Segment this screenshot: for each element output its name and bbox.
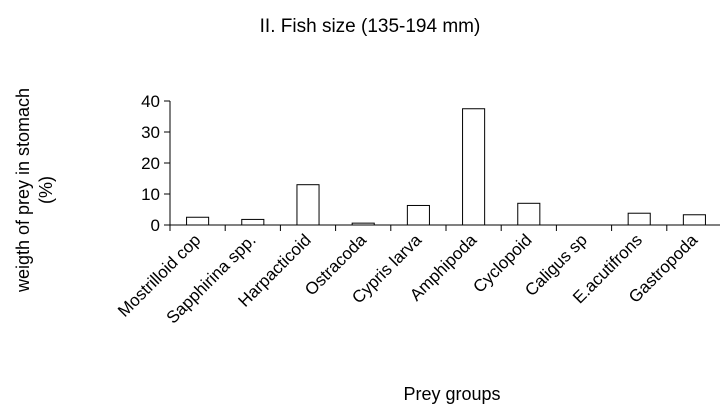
bar [186,216,210,226]
chart-title: II. Fish size (135-194 mm) [260,16,481,37]
bar [296,184,320,226]
y-tick-label: 30 [141,123,160,142]
y-tick-label: 20 [141,154,160,173]
bar [462,108,486,226]
y-axis-label: weigth of prey in stomach [13,88,33,293]
y-axis-label-unit: (%) [36,176,56,204]
bar [517,202,541,226]
y-tick-label: 0 [151,216,160,235]
bar [627,212,651,226]
y-tick-label: 10 [141,185,160,204]
bar [241,218,265,226]
y-tick-label: 40 [141,92,160,111]
bar [406,204,430,226]
bar [351,222,375,226]
bar [682,214,706,226]
x-axis-label: Prey groups [403,384,500,404]
